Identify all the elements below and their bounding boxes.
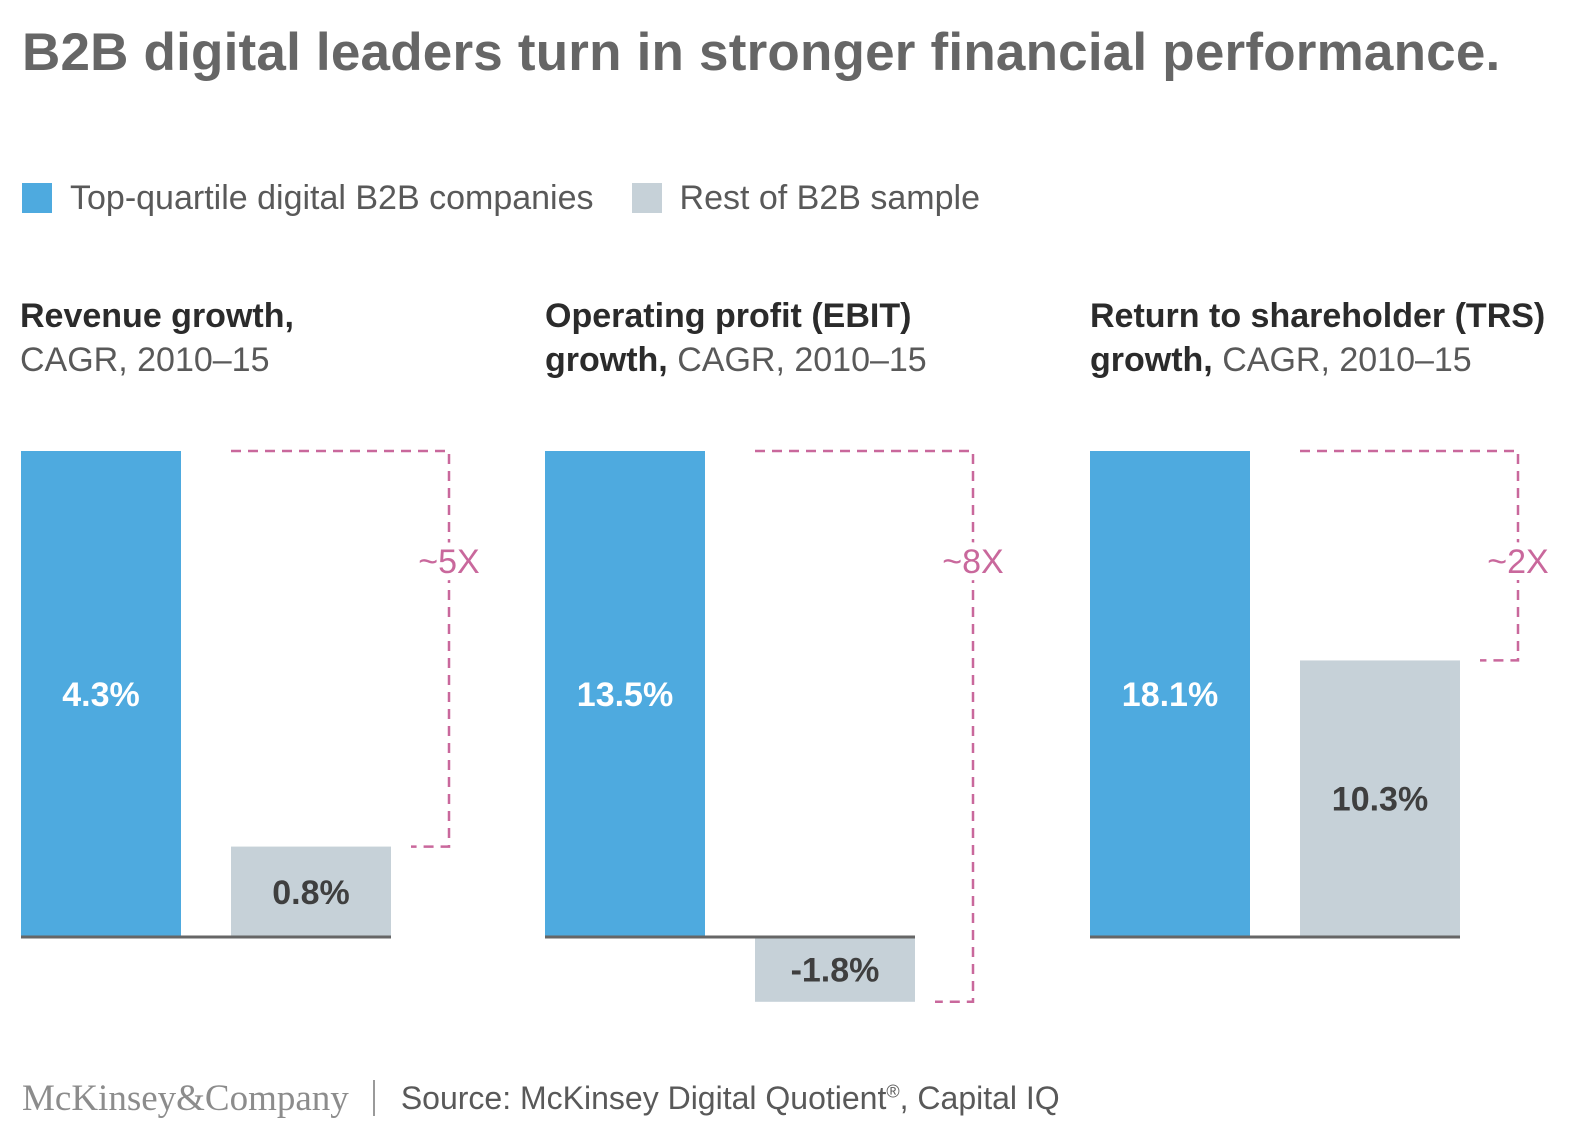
source-suffix: , Capital IQ (899, 1079, 1060, 1116)
legend-label-top-quartile: Top-quartile digital B2B companies (70, 178, 594, 217)
source-note: Source: McKinsey Digital Quotient®, Capi… (401, 1080, 1060, 1117)
multiplier-label: ~5X (418, 543, 479, 581)
multiplier-bracket (755, 449, 975, 1004)
chart-title-line2-rest: CAGR, 2010–15 (667, 341, 927, 379)
legend-item-rest: Rest of B2B sample (631, 178, 980, 218)
data-label: -1.8% (791, 951, 880, 989)
bar-top-quartile (21, 451, 181, 937)
legend: Top-quartile digital B2B companies Rest … (22, 176, 1018, 220)
bar-rest (755, 937, 915, 1002)
data-label: 10.3% (1332, 781, 1428, 819)
data-label: 0.8% (272, 874, 350, 912)
bar-rest (1300, 660, 1460, 937)
chart-title-revenue: Revenue growth, CAGR, 2010–15 (20, 294, 294, 382)
data-label: 13.5% (577, 676, 673, 714)
bar-rest (231, 846, 391, 937)
chart-title-line2-rest: CAGR, 2010–15 (20, 341, 270, 379)
legend-swatch-rest (631, 183, 662, 213)
multiplier-label: ~8X (942, 543, 1003, 581)
mckinsey-logo: McKinsey&Company (22, 1077, 349, 1119)
multiplier-bracket (1300, 449, 1520, 662)
legend-swatch-top-quartile (22, 183, 52, 213)
legend-label-rest: Rest of B2B sample (679, 178, 980, 217)
multiplier-label: ~2X (1487, 543, 1548, 581)
registered-mark: ® (886, 1080, 900, 1101)
chart-title-ebit: Operating profit (EBIT) growth, CAGR, 20… (545, 294, 927, 382)
footer-divider (372, 1080, 375, 1116)
data-label: 4.3% (62, 676, 140, 714)
footer: McKinsey&Company Source: McKinsey Digita… (22, 1074, 1060, 1122)
page-title: B2B digital leaders turn in stronger fin… (22, 23, 1501, 82)
chart-title-line2-bold: growth, (545, 341, 668, 379)
multiplier-bracket (231, 449, 451, 848)
chart-title-trs: Return to shareholder (TRS) growth, CAGR… (1090, 294, 1545, 382)
data-label: 18.1% (1122, 676, 1218, 714)
chart-title-line1-bold: Operating profit (EBIT) (545, 297, 912, 335)
chart-title-line1-bold: Revenue growth, (20, 297, 294, 335)
chart-title-line1-bold: Return to shareholder (TRS) (1090, 297, 1546, 335)
source-prefix: Source: McKinsey Digital Quotient (400, 1079, 887, 1116)
legend-item-top-quartile: Top-quartile digital B2B companies (22, 179, 594, 218)
chart-title-line2-rest: CAGR, 2010–15 (1212, 341, 1472, 379)
chart-title-line2-bold: growth, (1090, 341, 1213, 379)
bar-top-quartile (545, 451, 705, 937)
bar-top-quartile (1090, 451, 1250, 937)
